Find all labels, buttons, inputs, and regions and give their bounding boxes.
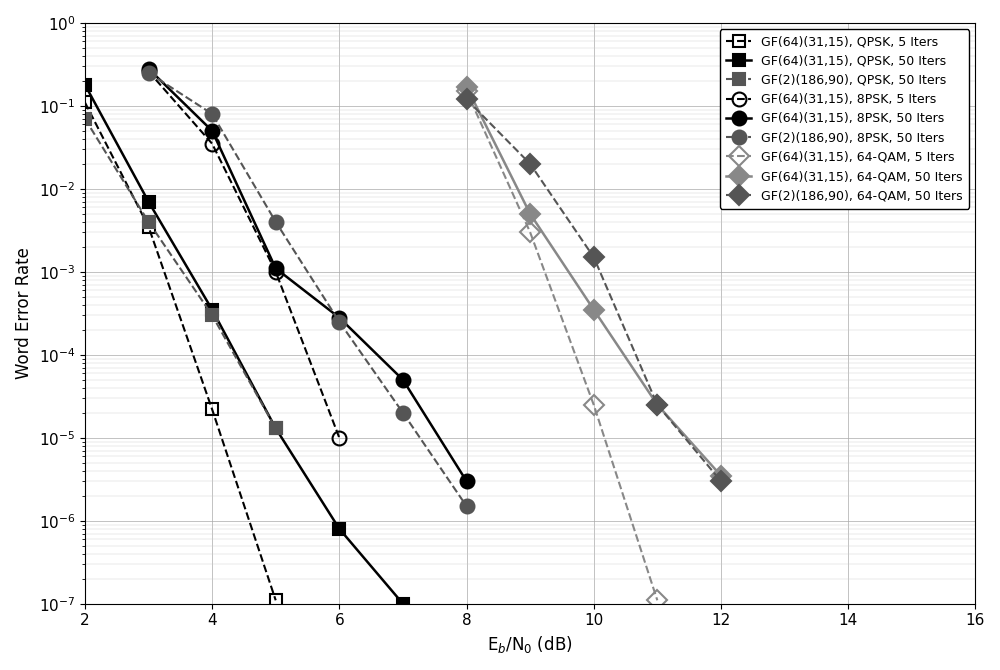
GF(64)(31,15), 8PSK, 50 Iters — [206, 127, 218, 135]
GF(64)(31,15), QPSK, 50 Iters — [206, 306, 218, 314]
GF(64)(31,15), QPSK, 50 Iters — [270, 424, 282, 432]
GF(64)(31,15), 64-QAM, 5 Iters — [524, 228, 536, 237]
GF(2)(186,90), 64-QAM, 50 Iters — [651, 401, 663, 409]
GF(2)(186,90), 64-QAM, 50 Iters — [461, 95, 473, 103]
GF(2)(186,90), QPSK, 50 Iters — [79, 115, 91, 123]
GF(64)(31,15), 64-QAM, 5 Iters — [651, 596, 663, 604]
GF(2)(186,90), 8PSK, 50 Iters — [270, 218, 282, 226]
GF(64)(31,15), 64-QAM, 5 Iters — [588, 401, 600, 409]
GF(2)(186,90), QPSK, 50 Iters — [270, 424, 282, 432]
GF(64)(31,15), 8PSK, 50 Iters — [397, 376, 409, 384]
Legend: GF(64)(31,15), QPSK, 5 Iters, GF(64)(31,15), QPSK, 50 Iters, GF(2)(186,90), QPSK: GF(64)(31,15), QPSK, 5 Iters, GF(64)(31,… — [720, 29, 969, 208]
GF(2)(186,90), QPSK, 50 Iters — [143, 218, 155, 226]
GF(64)(31,15), QPSK, 50 Iters — [79, 80, 91, 88]
Line: GF(64)(31,15), QPSK, 50 Iters: GF(64)(31,15), QPSK, 50 Iters — [79, 78, 409, 610]
GF(64)(31,15), QPSK, 5 Iters — [270, 596, 282, 604]
Line: GF(64)(31,15), 8PSK, 5 Iters: GF(64)(31,15), 8PSK, 5 Iters — [142, 64, 346, 445]
GF(64)(31,15), 64-QAM, 50 Iters — [651, 401, 663, 409]
GF(64)(31,15), 8PSK, 50 Iters — [461, 477, 473, 485]
GF(64)(31,15), QPSK, 50 Iters — [333, 525, 345, 533]
GF(2)(186,90), 64-QAM, 50 Iters — [524, 160, 536, 168]
GF(64)(31,15), 8PSK, 5 Iters — [333, 433, 345, 442]
GF(64)(31,15), 64-QAM, 50 Iters — [715, 472, 727, 480]
X-axis label: E$_b$/N$_0$ (dB): E$_b$/N$_0$ (dB) — [487, 634, 573, 655]
GF(64)(31,15), QPSK, 5 Iters — [206, 405, 218, 413]
GF(2)(186,90), 8PSK, 50 Iters — [143, 69, 155, 77]
GF(64)(31,15), 8PSK, 5 Iters — [206, 139, 218, 147]
GF(64)(31,15), 64-QAM, 50 Iters — [524, 210, 536, 218]
GF(64)(31,15), 8PSK, 50 Iters — [333, 314, 345, 322]
GF(2)(186,90), 8PSK, 50 Iters — [333, 318, 345, 326]
Line: GF(64)(31,15), 64-QAM, 5 Iters: GF(64)(31,15), 64-QAM, 5 Iters — [460, 84, 664, 607]
GF(64)(31,15), QPSK, 5 Iters — [79, 98, 91, 107]
GF(64)(31,15), 8PSK, 5 Iters — [270, 268, 282, 276]
Y-axis label: Word Error Rate: Word Error Rate — [15, 247, 33, 379]
Line: GF(64)(31,15), 64-QAM, 50 Iters: GF(64)(31,15), 64-QAM, 50 Iters — [460, 80, 728, 482]
GF(64)(31,15), QPSK, 50 Iters — [397, 600, 409, 608]
Line: GF(64)(31,15), QPSK, 5 Iters: GF(64)(31,15), QPSK, 5 Iters — [79, 96, 282, 606]
GF(2)(186,90), 8PSK, 50 Iters — [461, 502, 473, 510]
Line: GF(2)(186,90), 64-QAM, 50 Iters: GF(2)(186,90), 64-QAM, 50 Iters — [460, 92, 728, 488]
GF(64)(31,15), QPSK, 5 Iters — [143, 222, 155, 230]
GF(64)(31,15), QPSK, 50 Iters — [143, 198, 155, 206]
Line: GF(64)(31,15), 8PSK, 50 Iters: GF(64)(31,15), 8PSK, 50 Iters — [142, 62, 473, 488]
GF(2)(186,90), QPSK, 50 Iters — [206, 311, 218, 319]
GF(64)(31,15), 8PSK, 50 Iters — [143, 65, 155, 73]
GF(64)(31,15), 8PSK, 50 Iters — [270, 265, 282, 273]
GF(64)(31,15), 64-QAM, 50 Iters — [588, 306, 600, 314]
GF(2)(186,90), 8PSK, 50 Iters — [206, 110, 218, 118]
GF(64)(31,15), 64-QAM, 5 Iters — [461, 87, 473, 95]
GF(2)(186,90), 64-QAM, 50 Iters — [715, 477, 727, 485]
GF(64)(31,15), 8PSK, 5 Iters — [143, 68, 155, 76]
Line: GF(2)(186,90), 8PSK, 50 Iters: GF(2)(186,90), 8PSK, 50 Iters — [142, 66, 473, 513]
GF(64)(31,15), 64-QAM, 50 Iters — [461, 82, 473, 90]
GF(2)(186,90), 8PSK, 50 Iters — [397, 409, 409, 417]
Line: GF(2)(186,90), QPSK, 50 Iters: GF(2)(186,90), QPSK, 50 Iters — [79, 113, 282, 435]
GF(2)(186,90), 64-QAM, 50 Iters — [588, 253, 600, 261]
